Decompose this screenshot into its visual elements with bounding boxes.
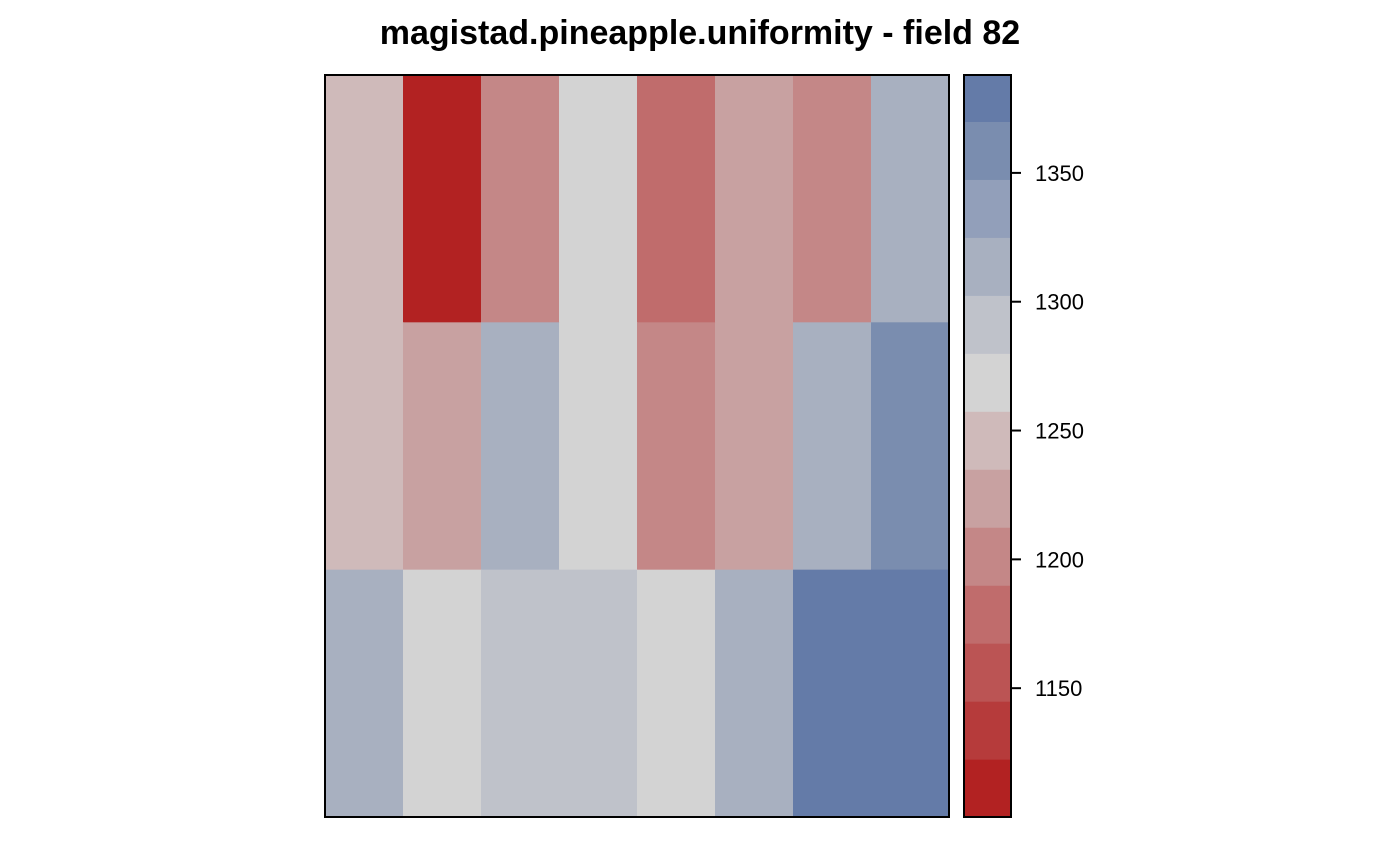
legend-bin-12 xyxy=(964,121,1011,180)
legend-bin-4 xyxy=(964,585,1011,644)
legend-bin-8 xyxy=(964,353,1011,412)
heatmap-cell-r1-c1 xyxy=(325,75,404,323)
heatmap-cell-r1-c8 xyxy=(871,75,950,323)
legend-tick-label-1200: 1200 xyxy=(1035,547,1084,572)
legend-bin-13 xyxy=(964,75,1011,122)
legend-bin-5 xyxy=(964,527,1011,586)
heatmap-cell-r3-c6 xyxy=(715,569,794,818)
heatmap-cell-r2-c4 xyxy=(559,322,638,571)
legend-bin-6 xyxy=(964,469,1011,528)
heatmap-grid xyxy=(325,75,950,818)
legend-bin-1 xyxy=(964,759,1011,818)
heatmap-cell-r1-c4 xyxy=(559,75,638,323)
heatmap-cell-r2-c3 xyxy=(481,322,560,571)
legend-color-bins xyxy=(964,75,1011,818)
legend-bin-10 xyxy=(964,237,1011,296)
heatmap-cell-r1-c2 xyxy=(403,75,482,323)
heatmap-cell-r3-c4 xyxy=(559,569,638,818)
heatmap-cell-r2-c1 xyxy=(325,322,404,571)
heatmap-cell-r3-c8 xyxy=(871,569,950,818)
heatmap-cell-r3-c2 xyxy=(403,569,482,818)
legend-tick-label-1300: 1300 xyxy=(1035,290,1084,315)
heatmap-frame xyxy=(324,74,950,818)
legend-ticks: 1150 1200 1250 1300 1350 xyxy=(1011,161,1084,701)
heatmap-cell-r1-c7 xyxy=(793,75,872,323)
color-legend: 1150 1200 1250 1300 1350 xyxy=(963,74,1084,818)
legend-bin-9 xyxy=(964,295,1011,354)
heatmap-cell-r1-c5 xyxy=(637,75,716,323)
legend-bin-2 xyxy=(964,701,1011,760)
heatmap-cell-r3-c3 xyxy=(481,569,560,818)
heatmap-cell-r3-c1 xyxy=(325,569,404,818)
heatmap-cell-r1-c3 xyxy=(481,75,560,323)
legend-bin-7 xyxy=(964,411,1011,470)
legend-tick-label-1350: 1350 xyxy=(1035,161,1084,186)
heatmap-cell-r2-c5 xyxy=(637,322,716,571)
heatmap-cell-r1-c6 xyxy=(715,75,794,323)
heatmap-cell-r2-c8 xyxy=(871,322,950,571)
legend-bin-3 xyxy=(964,643,1011,702)
heatmap-cell-r3-c7 xyxy=(793,569,872,818)
heatmap-cell-r2-c2 xyxy=(403,322,482,571)
legend-tick-label-1250: 1250 xyxy=(1035,419,1084,444)
chart-title: magistad.pineapple.uniformity - field 82 xyxy=(380,14,1020,52)
heatmap-cell-r2-c6 xyxy=(715,322,794,571)
heatmap-cell-r2-c7 xyxy=(793,322,872,571)
heatmap-cell-r3-c5 xyxy=(637,569,716,818)
legend-bin-11 xyxy=(964,179,1011,238)
legend-tick-label-1150: 1150 xyxy=(1035,676,1082,701)
legend-frame xyxy=(963,74,1012,818)
